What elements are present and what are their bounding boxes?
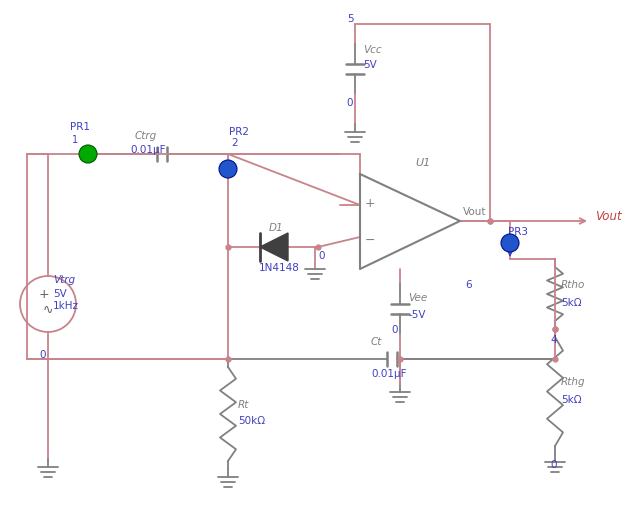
Text: 0: 0 [550,459,557,469]
Text: A: A [225,165,230,174]
Text: 5V: 5V [53,289,67,298]
Text: Vee: Vee [408,293,428,302]
Text: Rt: Rt [238,399,249,409]
Text: 1: 1 [72,135,78,145]
Text: U1: U1 [415,158,430,167]
Text: 2: 2 [231,138,238,148]
Text: 4: 4 [550,334,557,344]
Text: Vout: Vout [463,207,486,216]
Text: +: + [365,197,376,210]
Text: 0: 0 [392,324,398,334]
Text: 0.01μF: 0.01μF [130,145,165,155]
Text: Rthg: Rthg [561,376,586,386]
Text: 1kHz: 1kHz [53,300,79,310]
Text: -5V: -5V [408,309,426,319]
Text: 5V: 5V [363,60,377,70]
Text: 5kΩ: 5kΩ [561,297,582,307]
Text: 6: 6 [465,279,471,290]
Text: Vcc: Vcc [363,45,382,55]
Text: Vout: Vout [595,210,622,223]
Text: Ctrg: Ctrg [135,131,157,140]
Circle shape [79,146,97,164]
Text: −: − [365,233,375,246]
Text: 0: 0 [318,250,324,261]
Text: PR1: PR1 [70,122,90,132]
Text: +: + [39,288,49,301]
Text: Vtrg: Vtrg [53,274,75,285]
Text: Rtho: Rtho [561,279,585,290]
Text: PR3: PR3 [508,227,528,237]
Text: 50kΩ: 50kΩ [238,415,265,425]
Text: Ct: Ct [371,336,382,346]
Text: 0.01μF: 0.01μF [371,369,406,378]
Circle shape [501,235,519,252]
Text: PR2: PR2 [229,127,249,137]
Text: A: A [508,239,513,248]
Text: 5: 5 [347,14,353,24]
Text: ∿: ∿ [43,303,53,316]
Circle shape [219,161,237,179]
Text: A: A [85,150,91,159]
Text: D1: D1 [269,222,284,233]
Text: 5kΩ: 5kΩ [561,394,582,404]
Polygon shape [260,234,288,262]
Text: 0: 0 [39,349,46,359]
Text: 1N4148: 1N4148 [259,263,300,272]
Text: 0: 0 [347,98,353,108]
